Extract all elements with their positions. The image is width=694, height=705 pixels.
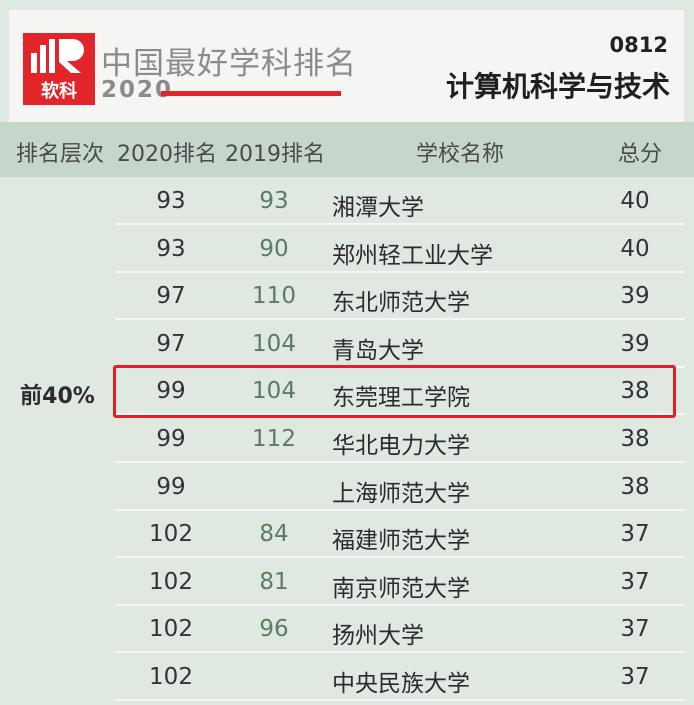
- column-header-rank-2019: 2019排名: [225, 142, 325, 167]
- school-name-cell: 扬州大学: [332, 623, 424, 650]
- table-body: 93 93 湘潭大学 40 93 90 郑州轻工业大学 40 97 110 东北师范大学 39 97 10…: [10, 178, 685, 705]
- table-row: 93 93 湘潭大学 40: [10, 178, 685, 225]
- rank-2020-cell: 93: [156, 188, 186, 214]
- table-row: 102 84 福建师范大学 37: [10, 511, 685, 559]
- rank-2020-cell: 102: [149, 568, 193, 595]
- highlight-box: [113, 365, 676, 418]
- row-divider: [115, 413, 685, 416]
- rank-2020-cell: 97: [156, 283, 186, 310]
- column-header-rank-2020: 2020排名: [117, 142, 217, 167]
- table-row: 102 96 扬州大学 37: [10, 606, 685, 654]
- row-divider: [115, 508, 685, 511]
- rank-2019-cell: 96: [259, 616, 289, 643]
- rank-2020-cell: 99: [156, 378, 186, 405]
- shanghairanking-logo: 软科: [23, 33, 95, 105]
- row-divider: [115, 223, 685, 225]
- rank-2020-cell: 99: [156, 473, 186, 500]
- score-cell: 39: [620, 283, 650, 310]
- column-header-tier: 排名层次: [15, 142, 104, 167]
- row-divider: [115, 699, 685, 701]
- rank-2019-cell: 110: [252, 283, 296, 310]
- column-header-score: 总分: [617, 142, 662, 167]
- school-name-cell: 东莞理工学院: [332, 385, 470, 412]
- score-cell: 40: [620, 235, 650, 262]
- school-name-cell: 华北电力大学: [332, 433, 470, 459]
- rank-2019-cell: 90: [259, 235, 289, 262]
- rank-2020-cell: 97: [156, 330, 186, 357]
- row-divider: [115, 603, 685, 606]
- row-divider: [115, 318, 685, 321]
- school-name-cell: 中央民族大学: [332, 671, 470, 697]
- header-banner: 软科 中国最好学科排名 2020 0812 计算机科学与技术: [9, 10, 684, 122]
- score-cell: 37: [620, 568, 650, 595]
- rank-2020-cell: 102: [149, 616, 193, 643]
- table-row: 97 110 东北师范大学 39: [10, 273, 685, 321]
- table-row: 99 上海师范大学 38: [10, 464, 685, 511]
- row-divider: [115, 461, 685, 463]
- rank-2019-cell: 112: [252, 426, 296, 452]
- rank-2020-cell: 102: [149, 521, 193, 548]
- school-name-cell: 青岛大学: [332, 337, 424, 364]
- school-name-cell: 东北师范大学: [332, 290, 470, 317]
- school-name-cell: 福建师范大学: [332, 528, 470, 555]
- row-divider: [115, 556, 685, 559]
- score-cell: 37: [620, 616, 650, 643]
- score-cell: 38: [620, 473, 650, 500]
- subject-code: 0812: [609, 33, 668, 57]
- row-divider: [115, 651, 685, 654]
- subject-name: 计算机科学与技术: [445, 70, 670, 103]
- score-cell: 38: [620, 378, 650, 405]
- row-divider: [115, 270, 685, 273]
- tier-label: 前40%: [20, 384, 95, 409]
- rank-2020-cell: 102: [149, 664, 193, 690]
- column-header-school: 学校名称: [415, 142, 504, 167]
- rank-2019-cell: 104: [252, 378, 296, 405]
- brand-year: 2020: [101, 77, 174, 103]
- school-name-cell: 南京师范大学: [332, 575, 470, 602]
- rank-2020-cell: 99: [156, 426, 186, 452]
- school-name-cell: 湘潭大学: [332, 195, 424, 221]
- score-cell: 37: [620, 664, 650, 690]
- school-name-cell: 郑州轻工业大学: [332, 242, 493, 269]
- rank-2019-cell: 93: [259, 188, 289, 214]
- rank-2020-cell: 93: [156, 235, 186, 262]
- rank-2019-cell: 84: [259, 521, 289, 548]
- table-row: 99 104 东莞理工学院 38: [10, 368, 685, 416]
- rank-2019-cell: 104: [252, 330, 296, 357]
- table-row: 102 中央民族大学 37: [10, 654, 685, 701]
- school-name-cell: 上海师范大学: [332, 480, 470, 507]
- table-header: 排名层次 2020排名 2019排名 学校名称 总分: [0, 122, 694, 177]
- logo-text: 软科: [41, 80, 77, 102]
- table-row: 102 81 南京师范大学 37: [10, 559, 685, 606]
- table-row: 93 90 郑州轻工业大学 40: [10, 226, 685, 273]
- table-row: 99 112 华北电力大学 38: [10, 416, 685, 463]
- score-cell: 37: [620, 521, 650, 548]
- brand-underline: [161, 91, 341, 96]
- score-cell: 40: [620, 188, 650, 214]
- brand-title: 中国最好学科排名: [101, 46, 357, 82]
- score-cell: 39: [620, 330, 650, 357]
- table-row: 97 104 青岛大学 39: [10, 321, 685, 368]
- score-cell: 38: [620, 426, 650, 452]
- rank-2019-cell: 81: [259, 568, 289, 595]
